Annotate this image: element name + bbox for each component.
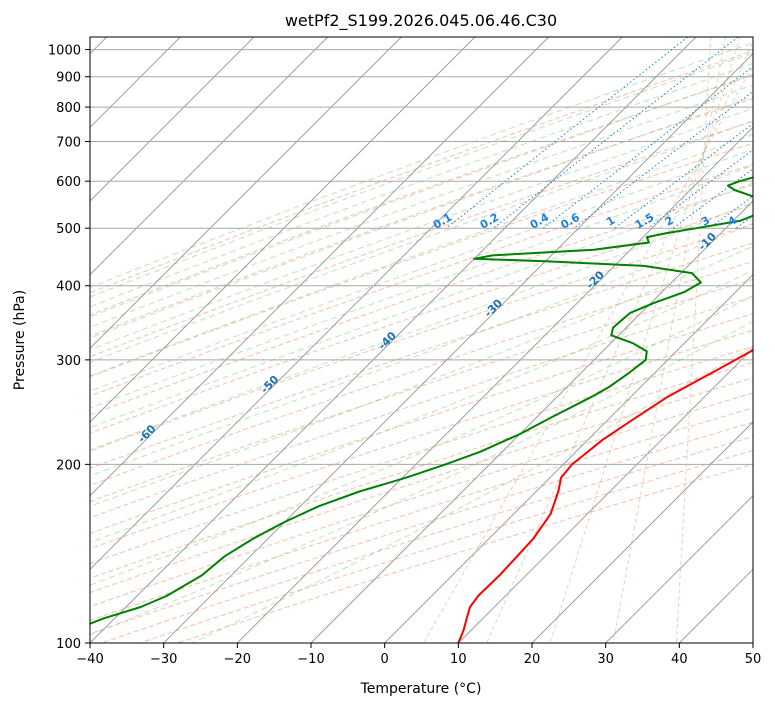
moist-adiabat-line (90, 182, 753, 429)
guide-curve-line (675, 37, 712, 643)
moist-adiabat-line (90, 222, 753, 477)
dry-adiabat-line (90, 50, 753, 294)
isotherm-line (90, 37, 623, 571)
isotherm-line (90, 37, 476, 423)
dry-adiabat-line (90, 296, 753, 519)
y-tick-label: 400 (56, 280, 81, 295)
mixing-ratio-line (492, 37, 739, 229)
dry-adiabat-line (90, 313, 753, 534)
dry-adiabat-line (90, 377, 753, 594)
y-tick-label: 700 (56, 135, 81, 150)
y-tick-label: 800 (56, 101, 81, 116)
y-tick-label: 900 (56, 71, 81, 86)
dry-adiabat-line (90, 278, 753, 503)
reference-lines (90, 37, 753, 643)
isotherm-line (605, 494, 753, 643)
dry-adiabat-line (90, 142, 753, 378)
x-tick-label: −10 (297, 652, 324, 667)
y-tick-label: 200 (56, 458, 81, 473)
y-tick-label: 300 (56, 354, 81, 369)
isotherm-line (90, 37, 550, 497)
moist-adiabat-line (90, 120, 753, 363)
moist-adiabat-line (90, 201, 753, 451)
isotherm-line (531, 421, 753, 643)
isotherm-line (236, 126, 753, 643)
dewpoint-profile-line (90, 176, 753, 625)
moist-adiabat-line (90, 133, 753, 377)
guide-curve-line (612, 37, 726, 643)
dry-adiabat-line (90, 392, 753, 608)
dry-adiabat-line (90, 329, 753, 550)
x-axis-title: Temperature (°C) (360, 681, 482, 697)
isotherm-line (90, 37, 329, 276)
x-tick-label: 20 (524, 652, 541, 667)
moist-adiabat-line (90, 42, 753, 289)
mixing-ratio-line (573, 90, 753, 229)
x-tick-label: 50 (745, 652, 762, 667)
dry-adiabat-line (90, 98, 753, 337)
y-axis-ticks: 100 200 300 400 500 600 700 800 900 1000 (48, 44, 90, 652)
isotherm-line (90, 37, 697, 643)
x-tick-label: 40 (671, 652, 688, 667)
isotherm-line (90, 37, 402, 350)
y-tick-label: 500 (56, 222, 81, 237)
x-tick-label: −20 (224, 652, 251, 667)
y-axis-title: Pressure (hPa) (12, 290, 28, 390)
y-tick-label: 600 (56, 175, 81, 190)
isotherm-line (310, 200, 753, 643)
dry-adiabat-line (90, 345, 753, 565)
y-tick-label: 100 (56, 637, 81, 652)
y-tick-label: 1000 (48, 44, 81, 59)
x-tick-label: −30 (150, 652, 177, 667)
isotherm-line (163, 52, 753, 643)
isotherm-line (457, 347, 753, 643)
mixing-ratio-line (542, 65, 753, 229)
moist-adiabat-line (90, 52, 753, 298)
x-tick-label: 10 (450, 652, 467, 667)
x-axis-ticks: −40 −30 −20 −10 0 10 20 30 40 50 (76, 643, 761, 667)
guide-curve-line (486, 40, 753, 643)
isotherm-line (384, 273, 753, 643)
plot-frame (89, 36, 754, 644)
moist-adiabat-line (192, 346, 753, 643)
x-tick-label: −40 (76, 652, 103, 667)
sounding-series (90, 176, 753, 643)
temperature-profile-line (457, 348, 753, 643)
dry-adiabat-line (90, 163, 753, 397)
dry-adiabat-line (90, 361, 753, 579)
x-tick-label: 0 (381, 652, 389, 667)
moist-adiabat-line (90, 62, 753, 308)
moist-adiabat-line (90, 84, 753, 328)
x-tick-label: 30 (597, 652, 614, 667)
moist-adiabat-line (90, 95, 753, 339)
isotherm-line (90, 37, 255, 202)
guide-curve-line (423, 65, 753, 643)
moist-adiabat-line (90, 73, 753, 318)
chart-title: wetPf2_S199.2026.045.06.46.C30 (285, 11, 557, 31)
